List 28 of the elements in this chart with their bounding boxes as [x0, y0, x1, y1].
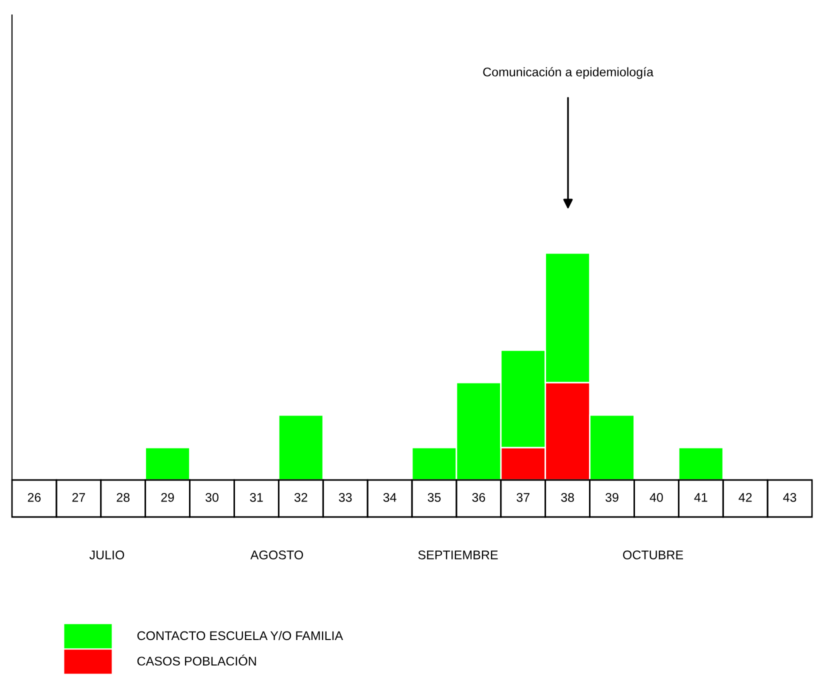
x-tick-label: 34: [383, 493, 396, 502]
x-tick-label: 35: [428, 493, 441, 502]
text: Comunicación a epidemiología: [483, 67, 654, 79]
text: AGOSTO: [250, 550, 304, 560]
bar: [678, 446, 724, 480]
text: JULIO: [89, 550, 124, 560]
text: SEPTIEMBRE: [418, 550, 498, 560]
x-tick-label: 29: [161, 493, 174, 502]
x-tick-label: 37: [516, 493, 530, 502]
legend-label: CASOS POBLACIÓN: [137, 654, 256, 666]
x-tick-label: 43: [783, 493, 796, 502]
bar: [144, 446, 190, 480]
x-tick-label: 32: [294, 493, 308, 502]
bar: [278, 414, 324, 480]
x-tick-label: 38: [561, 493, 574, 502]
legend-label: CONTACTO ESCUELA Y/O FAMILIA: [137, 630, 344, 640]
x-tick-label: 42: [738, 493, 752, 502]
x-tick-label: 33: [338, 493, 352, 502]
x-tick-label: 31: [250, 493, 263, 502]
x-tick-label: 40: [650, 493, 663, 502]
x-tick-label: 36: [472, 493, 486, 502]
text: OCTUBRE: [623, 550, 684, 560]
x-tick-label: 39: [606, 493, 618, 502]
x-tick-label: 30: [206, 493, 218, 502]
x-tick-label: 26: [28, 493, 41, 502]
x-tick-label: 41: [694, 493, 708, 502]
x-tick-label: 28: [116, 493, 130, 502]
x-tick-label: 27: [72, 493, 85, 502]
